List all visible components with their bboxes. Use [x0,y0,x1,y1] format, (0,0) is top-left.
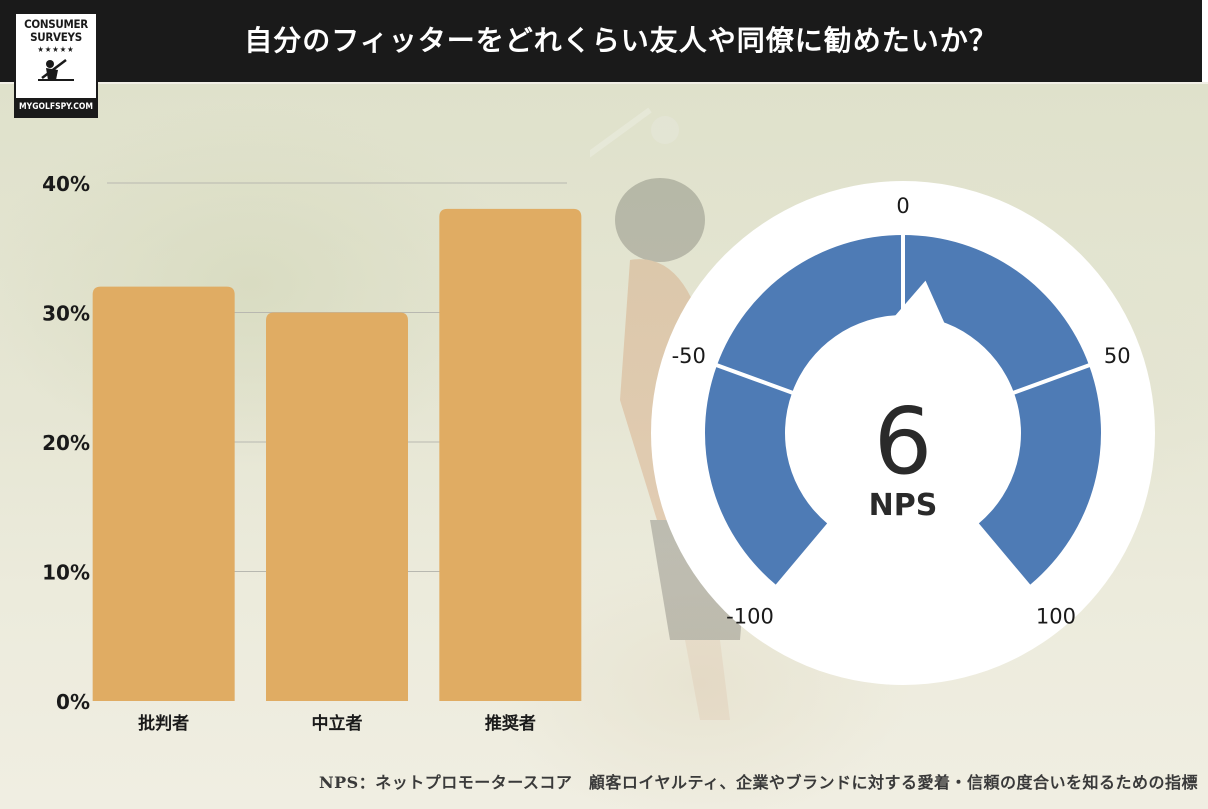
y-tick-label: 0% [56,690,90,714]
y-tick-label: 40% [42,172,90,196]
gauge-divider [712,362,797,396]
gauge-tick-label: -100 [726,604,774,628]
bar [439,208,582,701]
gauge-segment [705,365,828,585]
logo-line1: CONSUMER [24,17,88,31]
bar [92,286,235,701]
gauge-tick-label: 100 [1036,604,1076,628]
gauge-tick-label: -50 [672,344,706,368]
page-title: 自分のフィッターをどれくらい友人や同僚に勧めたいか？ [244,24,998,57]
gauge-divider [1009,362,1094,396]
bar-chart: 0% 10% 20% 30% 40% 批判者 中立者 推奨者 [42,172,582,734]
x-category-label: 中立者 [312,713,363,734]
gauge-value: 6 [874,388,933,495]
y-tick-label: 30% [42,302,90,326]
consumer-surveys-logo: CONSUMER SURVEYS ★★★★★ MYGOLFSPY.COM [14,12,98,118]
gauge-segment [716,235,903,393]
gauge-needle [893,280,946,325]
golfer-logo-icon [38,59,74,81]
gauge-label: NPS [869,488,938,523]
gauge-segment [903,235,1090,393]
bar [266,312,408,701]
header-bar: 自分のフィッターをどれくらい友人や同僚に勧めたいか？ [0,0,1208,82]
x-category-label: 批判者 [138,713,189,734]
gauge-tick-label: 0 [896,194,909,218]
logo-site: MYGOLFSPY.COM [16,98,96,116]
y-tick-label: 20% [42,431,90,455]
logo-stars: ★★★★★ [37,45,75,54]
footnote: NPS：ネットプロモータースコア 顧客ロイヤルティ、企業やブランドに対する愛着・… [319,773,1198,792]
x-category-label: 推奨者 [485,713,536,734]
gauge-segment [978,365,1101,585]
logo-line2: SURVEYS [30,30,82,44]
gauge-tick-label: 50 [1104,344,1131,368]
y-tick-label: 10% [42,561,90,585]
